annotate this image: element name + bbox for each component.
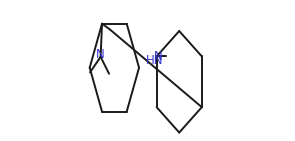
Text: HN: HN (146, 54, 163, 67)
Text: N: N (154, 50, 163, 63)
Text: N: N (96, 48, 105, 61)
